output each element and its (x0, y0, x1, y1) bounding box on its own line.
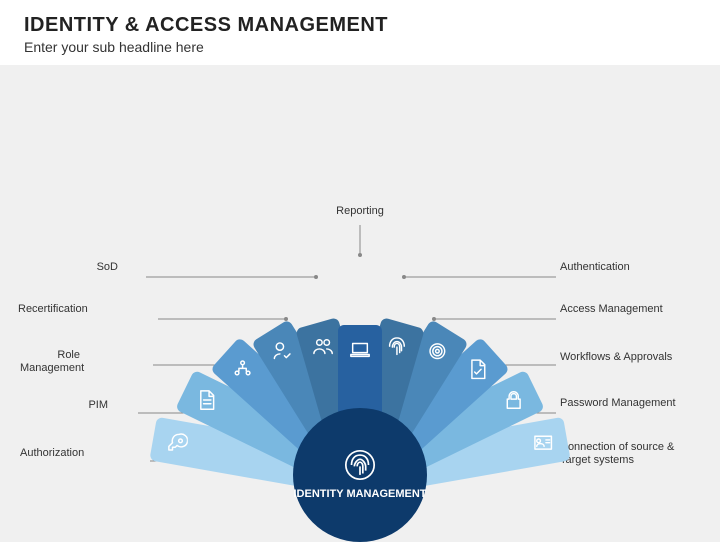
fingerprint-icon (343, 448, 377, 482)
segment-label: Password Management (560, 397, 676, 410)
segment-label: SoD (58, 261, 118, 274)
center-label: IDENTITY MANAGEMENT (293, 488, 426, 501)
id-card-icon (529, 429, 557, 457)
fan-diagram: IDENTITY MANAGEMENT Authorization PIM Role… (0, 65, 720, 535)
segment-label: Reporting (335, 205, 385, 218)
lock-icon (500, 386, 528, 414)
segment-label: Role Management (20, 349, 80, 375)
org-icon (229, 355, 257, 383)
segment-label: Recertification (18, 303, 78, 316)
key-icon (163, 429, 191, 457)
target-icon (423, 337, 451, 365)
page-title: IDENTITY & ACCESS MANAGEMENT (24, 14, 696, 37)
people-icon (309, 332, 337, 360)
segment-label: Authorization (20, 447, 80, 460)
user-check-icon (269, 337, 297, 365)
segment-label: PIM (48, 399, 108, 412)
doc-icon (192, 386, 220, 414)
page-subtitle: Enter your sub headline here (24, 39, 696, 55)
header: IDENTITY & ACCESS MANAGEMENT Enter your … (0, 0, 720, 65)
segment-label: Connection of source & Target systems (560, 441, 680, 467)
fingerprint-icon (383, 332, 411, 360)
center-hub: IDENTITY MANAGEMENT (293, 408, 427, 542)
laptop-icon (346, 335, 374, 363)
segment-label: Workflows & Approvals (560, 351, 672, 364)
segment-label: Access Management (560, 303, 663, 316)
segment-label: Authentication (560, 261, 630, 274)
doc-check-icon (463, 355, 491, 383)
